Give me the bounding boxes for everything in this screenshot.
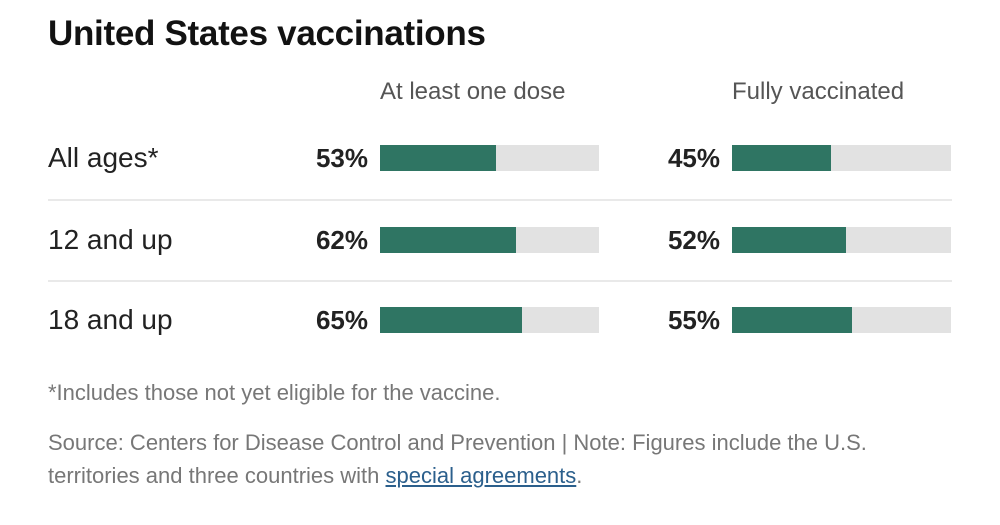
bar-track (732, 227, 951, 253)
chart-title: United States vaccinations (48, 14, 486, 53)
bar (732, 145, 831, 171)
data-label: 62% (315, 225, 368, 255)
bar-track (380, 307, 599, 333)
bar-track (380, 227, 599, 253)
row-label: 12 and up (48, 224, 173, 255)
bar-track (380, 145, 599, 171)
chart-row: All ages* 53% 45% (48, 118, 952, 198)
bar (732, 227, 846, 253)
source-text-end: . (576, 463, 583, 488)
special-agreements-link[interactable]: special agreements (385, 463, 577, 488)
footnote: *Includes those not yet eligible for the… (48, 380, 501, 405)
row-divider (48, 199, 952, 201)
column-header-one-dose: At least one dose (380, 78, 566, 105)
bar (380, 307, 523, 333)
chart-row: 12 and up 62% 52% (48, 200, 952, 280)
bar (732, 307, 853, 333)
chart-row: 18 and up 65% 55% (48, 280, 952, 360)
source-text: Source: Centers for Disease Control and … (48, 430, 867, 488)
bar-track (732, 307, 951, 333)
data-label: 53% (315, 143, 368, 173)
data-label: 52% (667, 225, 720, 255)
bar-track (732, 145, 951, 171)
data-label: 65% (315, 305, 368, 335)
source-note: Source: Centers for Disease Control and … (48, 426, 948, 492)
data-label: 45% (667, 143, 720, 173)
data-label: 55% (667, 305, 720, 335)
column-header-fully-vaccinated: Fully vaccinated (732, 78, 905, 105)
row-label: 18 and up (48, 304, 173, 335)
bar (380, 145, 497, 171)
row-label: All ages* (48, 142, 159, 173)
bar (380, 227, 516, 253)
row-divider (48, 280, 952, 282)
